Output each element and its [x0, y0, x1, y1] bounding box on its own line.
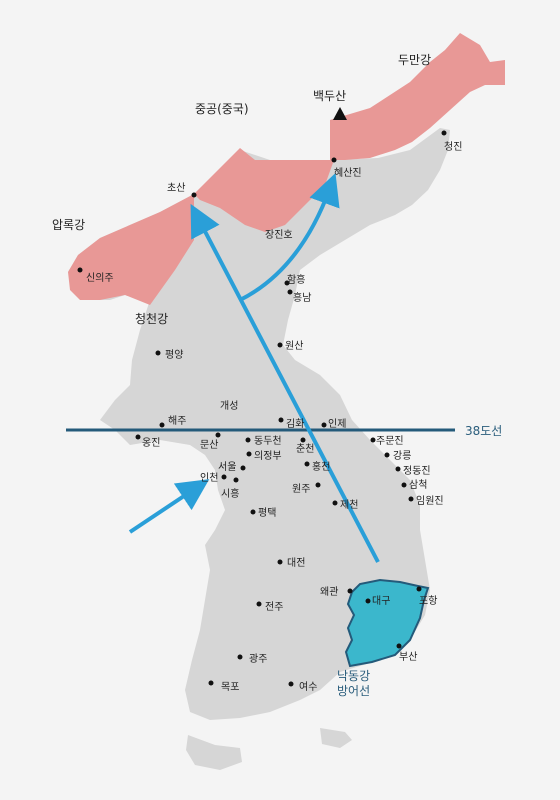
city-dot	[191, 192, 197, 198]
city-label: 청진	[444, 141, 462, 153]
city-label: 서울	[218, 461, 236, 473]
city-dot	[233, 477, 239, 483]
city-dot	[240, 465, 246, 471]
city-dot	[237, 654, 243, 660]
city-dot	[155, 350, 161, 356]
chinese-front-west	[68, 194, 194, 305]
city-label: 초산	[167, 182, 185, 194]
island-south	[320, 728, 352, 748]
city-label: 정동진	[403, 465, 431, 477]
city-label: 인제	[328, 418, 346, 430]
city-dot	[401, 482, 407, 488]
city-dot	[250, 509, 256, 515]
city-label: 임원진	[416, 494, 444, 507]
city-label: 평양	[165, 349, 183, 361]
city-label: 여수	[299, 681, 317, 693]
label-chongchon-river: 청천강	[135, 311, 168, 326]
city-label: 삼척	[409, 479, 427, 491]
city-label: 흥남	[293, 291, 311, 304]
city-dot	[221, 474, 227, 480]
city-dot	[395, 466, 401, 472]
city-label: 포항	[419, 595, 437, 607]
city-label: 광주	[249, 653, 267, 665]
city-dot	[278, 417, 284, 423]
city-dot	[135, 434, 141, 440]
city-label: 문산	[200, 439, 218, 451]
city-label: 목포	[221, 681, 239, 693]
city-dot	[365, 598, 371, 604]
city-dot	[315, 482, 321, 488]
eastern-advance-arrow	[239, 172, 340, 302]
city-label: 대구	[372, 595, 390, 607]
city-dot	[77, 267, 83, 273]
chinese-front-center	[194, 148, 334, 232]
city-label: 신의주	[86, 272, 114, 284]
label-nakdong-line2: 방어선	[337, 684, 370, 698]
city-label: 왜관	[320, 586, 338, 598]
city-dot	[287, 289, 293, 295]
label-tumen-river: 두만강	[398, 53, 431, 67]
city-label: 평택	[258, 507, 276, 519]
city-dot	[347, 588, 353, 594]
city-dot	[416, 586, 422, 592]
paektu-mountain-icon	[333, 107, 347, 120]
city-label: 부산	[399, 651, 417, 663]
city-label: 김화	[286, 418, 304, 430]
38th-parallel-label: 38도선	[465, 424, 502, 438]
city-label: 혜산진	[334, 167, 362, 179]
label-jangjin-reservoir: 장진호	[265, 229, 293, 241]
city-dot	[256, 601, 262, 607]
city-label: 원주	[292, 483, 310, 495]
city-label: 의정부	[254, 450, 282, 462]
city-label: 시흥	[221, 487, 239, 500]
city-dot	[288, 681, 294, 687]
city-label: 함흥	[287, 273, 305, 286]
city-dot	[277, 342, 283, 348]
city-dot	[245, 437, 251, 443]
city-dot	[300, 437, 306, 443]
city-dot	[332, 500, 338, 506]
incheon-landing-arrow	[128, 479, 210, 534]
city-label: 개성	[220, 400, 238, 412]
chinese-front-east	[330, 33, 505, 160]
city-label: 강릉	[393, 450, 411, 462]
city-label: 주문진	[376, 435, 404, 447]
city-dot	[304, 461, 310, 467]
city-dot	[284, 280, 290, 286]
city-label: 원산	[285, 340, 303, 352]
label-nakdong-line1: 낙동강	[337, 669, 370, 683]
city-label: 춘천	[296, 443, 314, 455]
city-dot	[408, 496, 414, 502]
city-label: 제천	[340, 499, 358, 511]
city-dot	[321, 422, 327, 428]
city-dot	[384, 452, 390, 458]
city-dot	[215, 432, 221, 438]
city-label: 옹진	[142, 437, 160, 449]
city-dot	[246, 451, 252, 457]
city-label: 전주	[265, 601, 283, 613]
city-label: 홍천	[312, 460, 330, 473]
city-label: 동두천	[254, 435, 282, 447]
northward-advance-arrow	[190, 203, 380, 563]
island-west	[186, 735, 242, 770]
city-label: 대전	[287, 557, 305, 569]
label-yalu-river: 압록강	[52, 218, 85, 232]
city-label: 해주	[168, 414, 186, 427]
city-dot	[159, 422, 165, 428]
city-label: 인천	[200, 472, 218, 484]
city-dot	[331, 157, 337, 163]
city-dot	[396, 643, 402, 649]
city-dot	[208, 680, 214, 686]
city-dot	[370, 437, 376, 443]
city-dot	[441, 130, 447, 136]
label-china-front: 중공(중국)	[195, 102, 249, 116]
city-dot	[277, 559, 283, 565]
label-paektu: 백두산	[313, 89, 346, 103]
